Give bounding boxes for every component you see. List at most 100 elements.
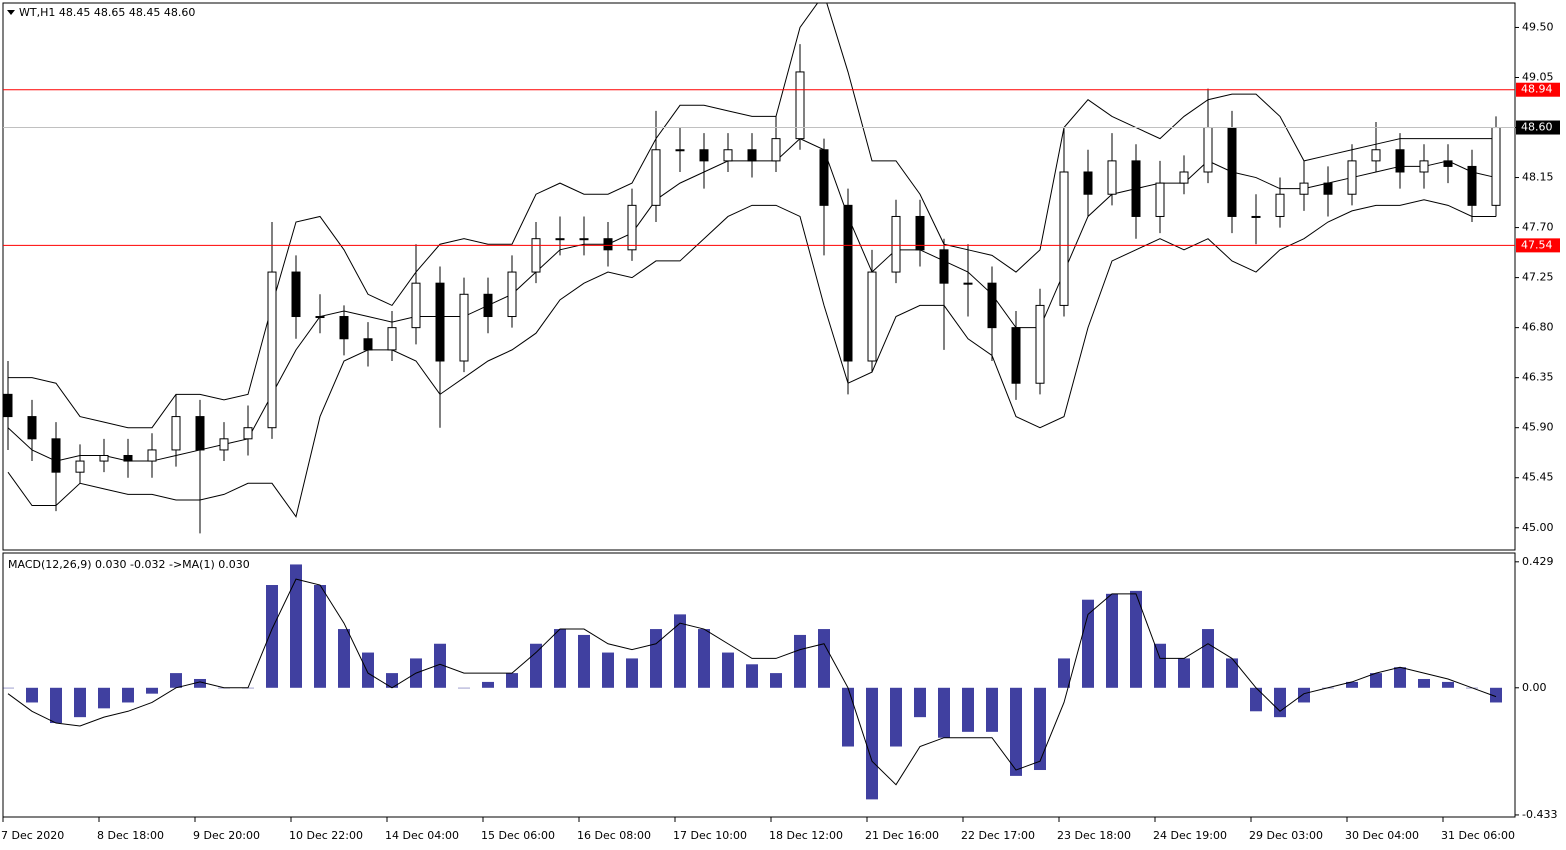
macd-bar [746,664,758,688]
candle-body [819,149,829,206]
macd-bar [290,564,302,688]
candle-body [531,238,541,273]
candle-body [99,454,109,462]
x-tick-label: 8 Dec 18:00 [97,829,164,842]
candle-body [1011,327,1021,384]
macd-bar [1106,593,1118,688]
macd-bar [50,687,62,724]
macd-bar [962,687,974,732]
candle-body [651,149,661,206]
candle-body [363,338,373,351]
x-tick-label: 17 Dec 10:00 [673,829,747,842]
macd-bar [1058,658,1070,688]
candle-body [675,149,685,152]
macd-bar [986,687,998,732]
candle-body [699,149,709,162]
price-level-label: 48.94 [1521,83,1553,96]
y-tick-label: -0.433 [1522,808,1557,821]
candle-body [627,204,637,251]
macd-bar [794,634,806,688]
macd-title: MACD(12,26,9) 0.030 -0.032 ->MA(1) 0.030 [8,558,250,571]
candle-body [555,238,565,241]
candle-body [123,454,133,462]
x-tick-label: 22 Dec 17:00 [961,829,1035,842]
candle-body [1227,127,1237,217]
candle-body [507,271,517,318]
macd-bar [914,687,926,718]
candle-body [1371,149,1381,162]
candle-body [723,149,733,162]
candle-body [435,282,445,362]
candle-body [891,215,901,273]
macd-bar [314,585,326,688]
x-tick-label: 10 Dec 22:00 [289,829,363,842]
candle-body [219,438,229,451]
y-tick-label: 45.90 [1522,421,1554,434]
macd-bar [74,687,86,718]
macd-panel [2,552,1516,818]
candle-body [915,215,925,251]
candle-body [459,293,469,362]
macd-bar [866,687,878,800]
candle-body [27,416,37,440]
x-tick-label: 21 Dec 16:00 [865,829,939,842]
macd-bar [386,673,398,688]
x-tick-label: 29 Dec 03:00 [1249,829,1323,842]
macd-bar [1130,590,1142,688]
candle-body [1059,171,1069,306]
macd-bar [722,652,734,688]
candle-body [1155,182,1165,217]
y-tick-label: 47.25 [1522,271,1554,284]
macd-bar [1226,658,1238,688]
macd-bar [1298,687,1310,703]
macd-bar [890,687,902,747]
candle-body [579,238,589,241]
macd-bar [1370,673,1382,688]
macd-bar [1250,687,1262,712]
macd-bar [434,643,446,688]
collapse-icon[interactable] [7,10,15,15]
candle-body [1035,304,1045,384]
macd-bar [1010,687,1022,776]
macd-bar [818,629,830,688]
macd-bar [1202,629,1214,688]
macd-bar [1034,687,1046,771]
candle-body [1323,182,1333,195]
candle-body [1419,160,1429,173]
price-level-box [1516,120,1560,135]
candle-body [1179,171,1189,184]
macd-bar [602,652,614,688]
macd-bar [26,687,38,703]
macd-bar [170,673,182,688]
band-upper [8,3,1496,429]
candle-body [1203,127,1213,173]
candle-body [1299,182,1309,195]
x-tick-label: 7 Dec 2020 [1,829,64,842]
candle-body [603,238,613,251]
macd-bar [770,673,782,688]
y-tick-label: 49.50 [1522,20,1554,33]
macd-bar [938,687,950,738]
price-plot [3,3,1501,534]
macd-bar [482,681,494,688]
y-tick-label: 48.15 [1522,171,1554,184]
candle-body [1491,127,1501,206]
candle-body [963,282,973,285]
candle-body [147,449,157,462]
y-tick-label: 46.80 [1522,321,1554,334]
macd-bar [626,658,638,688]
macd-bar [338,629,350,688]
candle-body [387,327,397,351]
candle-body [1467,165,1477,206]
macd-bar [194,678,206,688]
x-tick-label: 14 Dec 04:00 [385,829,459,842]
macd-bar [146,687,158,694]
candle-body [771,138,781,162]
candle-body [51,438,61,473]
candle-body [483,293,493,318]
candle-body [315,316,325,319]
candle-body [267,271,277,429]
